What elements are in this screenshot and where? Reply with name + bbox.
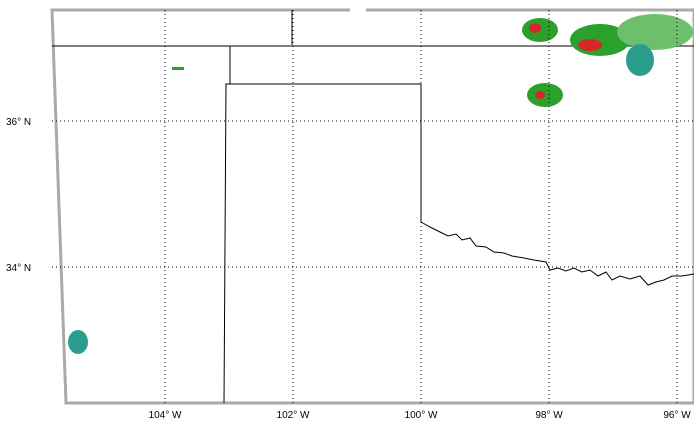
map-frame	[52, 10, 694, 403]
lon-tick-label: 100° W	[405, 410, 438, 421]
echo	[529, 23, 541, 33]
lon-tick-label: 96° W	[663, 410, 691, 421]
echo	[172, 67, 184, 70]
echo	[578, 39, 602, 51]
lat-tick-label: 34° N	[6, 263, 31, 274]
lon-tick-label: 98° W	[535, 410, 563, 421]
lon-tick-label: 104° W	[149, 410, 182, 421]
echo	[535, 91, 545, 99]
frame-gap	[350, 6, 366, 14]
echo	[626, 44, 654, 76]
echo	[617, 14, 693, 50]
map: 36° N 34° N 104° W 102° W 100° W 98° W 96° W	[0, 0, 694, 424]
lat-tick-label: 36° N	[6, 117, 31, 128]
lon-tick-label: 102° W	[277, 410, 310, 421]
echo	[68, 330, 88, 354]
